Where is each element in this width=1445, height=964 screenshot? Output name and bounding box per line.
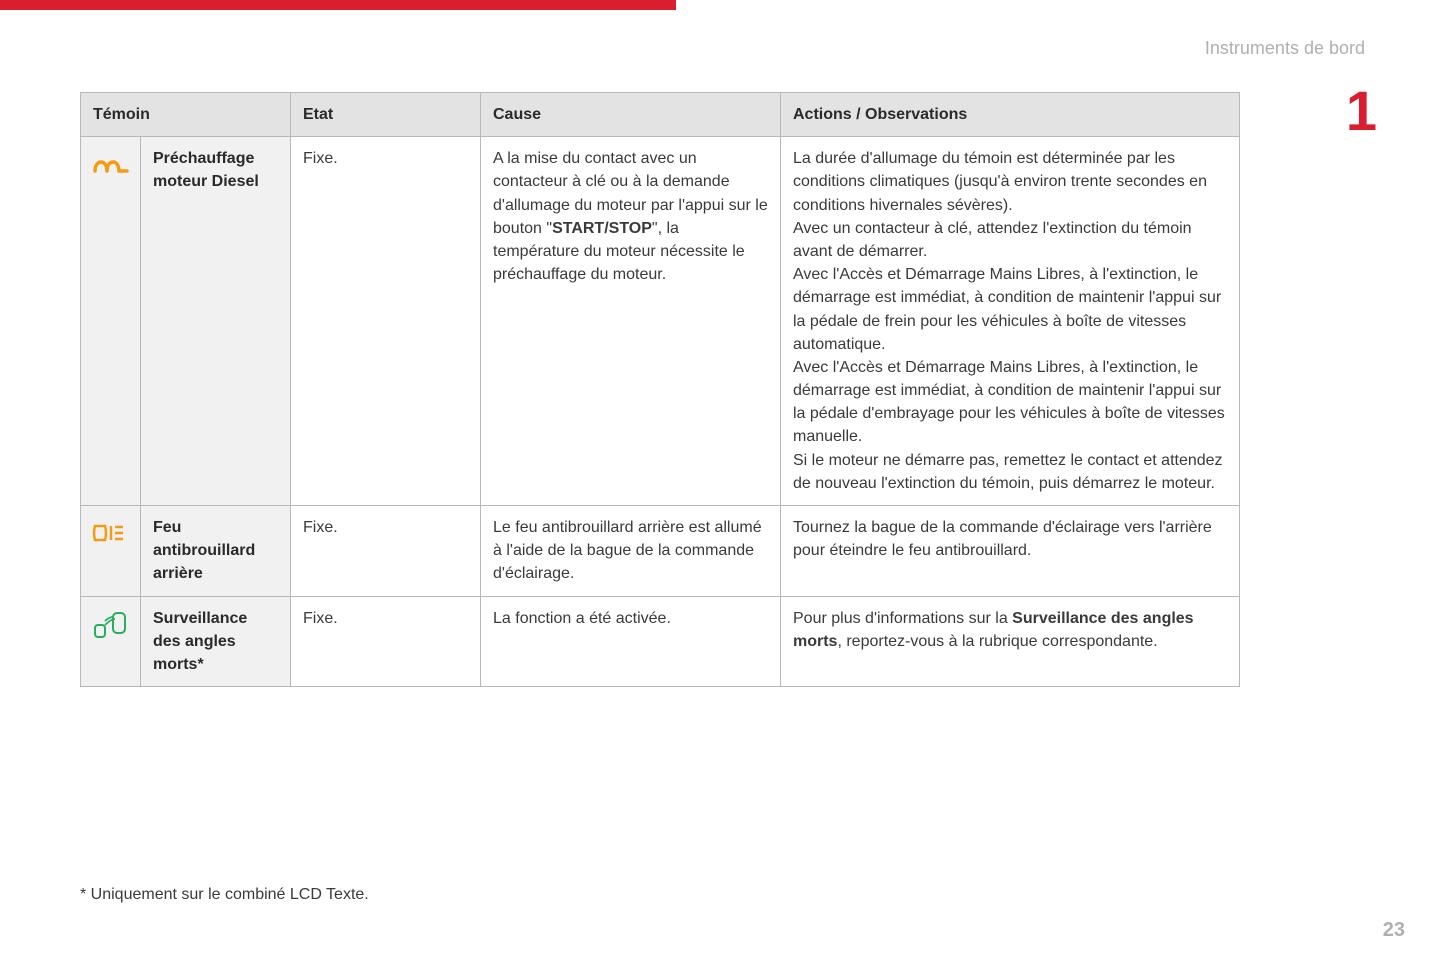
indicator-actions: Pour plus d'informations sur la Surveill… [781, 596, 1240, 687]
footnote: * Uniquement sur le combiné LCD Texte. [80, 886, 369, 904]
col-cause: Cause [481, 93, 781, 137]
indicator-cause: A la mise du contact avec un contacteur … [481, 137, 781, 506]
table-row: Préchauffage moteur Diesel Fixe. A la mi… [81, 137, 1240, 506]
table-row: Feu antibrouillard arrière Fixe. Le feu … [81, 506, 1240, 597]
indicator-name: Surveillance des angles morts* [141, 596, 291, 687]
col-etat: Etat [291, 93, 481, 137]
accent-bar [0, 0, 676, 10]
indicator-name: Préchauffage moteur Diesel [141, 137, 291, 506]
col-actions: Actions / Observations [781, 93, 1240, 137]
table-header-row: Témoin Etat Cause Actions / Observations [81, 93, 1240, 137]
table-row: Surveillance des angles morts* Fixe. La … [81, 596, 1240, 687]
indicator-cause: La fonction a été activée. [481, 596, 781, 687]
page-number: 23 [1383, 919, 1405, 942]
main-content: Témoin Etat Cause Actions / Observations… [0, 10, 1445, 687]
indicator-cause: Le feu antibrouillard arrière est allumé… [481, 506, 781, 597]
section-title: Instruments de bord [1205, 38, 1365, 59]
indicator-actions: Tournez la bague de la commande d'éclair… [781, 506, 1240, 597]
rear-fog-icon [89, 516, 133, 550]
indicator-etat: Fixe. [291, 506, 481, 597]
chapter-number: 1 [1346, 78, 1375, 143]
indicators-table: Témoin Etat Cause Actions / Observations… [80, 92, 1240, 687]
col-temoin: Témoin [81, 93, 291, 137]
preheat-coil-icon [89, 147, 133, 181]
indicator-actions: La durée d'allumage du témoin est déterm… [781, 137, 1240, 506]
indicator-etat: Fixe. [291, 137, 481, 506]
indicator-etat: Fixe. [291, 596, 481, 687]
icon-cell [81, 506, 141, 597]
indicator-name: Feu antibrouillard arrière [141, 506, 291, 597]
icon-cell [81, 137, 141, 506]
blind-spot-icon [89, 607, 133, 641]
icon-cell [81, 596, 141, 687]
